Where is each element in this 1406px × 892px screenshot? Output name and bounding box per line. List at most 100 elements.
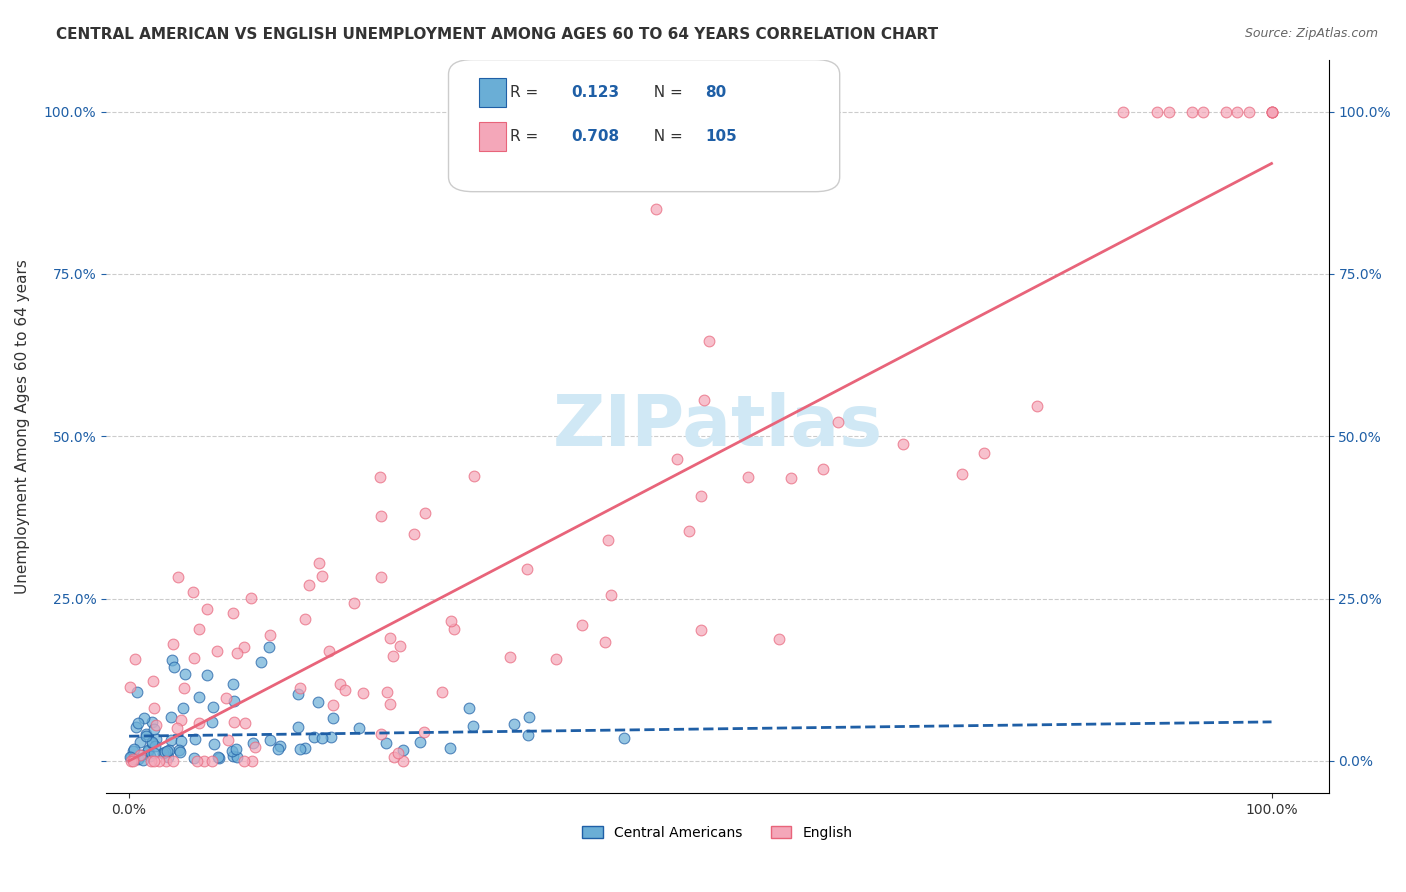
English bbox=[120, 680, 142, 694]
Text: ZIPatlas: ZIPatlas bbox=[553, 392, 883, 461]
Central Americans bbox=[457, 701, 479, 715]
Central Americans bbox=[160, 653, 183, 667]
Central Americans bbox=[135, 729, 157, 743]
English bbox=[243, 739, 266, 754]
Central Americans bbox=[156, 744, 179, 758]
English bbox=[827, 415, 849, 429]
English bbox=[378, 631, 401, 645]
English bbox=[162, 637, 184, 651]
English bbox=[463, 469, 485, 483]
Bar bbox=[479, 122, 506, 152]
English bbox=[173, 681, 195, 696]
Central Americans bbox=[122, 744, 145, 758]
English bbox=[689, 490, 711, 504]
English bbox=[233, 715, 256, 730]
English bbox=[142, 673, 165, 688]
English bbox=[600, 588, 623, 602]
Central Americans bbox=[183, 751, 205, 765]
Central Americans bbox=[259, 640, 281, 654]
English bbox=[193, 754, 215, 768]
English bbox=[1146, 104, 1168, 119]
Central Americans bbox=[195, 668, 218, 682]
English bbox=[142, 701, 165, 715]
Central Americans bbox=[200, 714, 222, 729]
English bbox=[1260, 104, 1282, 119]
Bar bbox=[479, 78, 506, 107]
English bbox=[288, 681, 311, 695]
English bbox=[188, 623, 211, 637]
Central Americans bbox=[302, 731, 325, 745]
Central Americans bbox=[169, 743, 191, 757]
English bbox=[1260, 104, 1282, 119]
Central Americans bbox=[461, 719, 484, 733]
Central Americans bbox=[269, 739, 291, 753]
English bbox=[973, 446, 995, 460]
Central Americans bbox=[287, 720, 309, 734]
English bbox=[155, 754, 177, 768]
English bbox=[343, 595, 366, 609]
English bbox=[222, 606, 245, 620]
English bbox=[413, 725, 436, 739]
Central Americans bbox=[132, 711, 155, 725]
English bbox=[166, 721, 188, 735]
Text: 0.708: 0.708 bbox=[571, 129, 619, 145]
English bbox=[294, 612, 316, 626]
Central Americans bbox=[307, 695, 329, 709]
English bbox=[322, 698, 344, 712]
Central Americans bbox=[138, 743, 160, 757]
Central Americans bbox=[124, 751, 146, 765]
English bbox=[195, 602, 218, 616]
Central Americans bbox=[170, 734, 193, 748]
Central Americans bbox=[121, 750, 143, 764]
English bbox=[215, 691, 238, 706]
English bbox=[217, 732, 239, 747]
English bbox=[402, 527, 425, 541]
Central Americans bbox=[145, 731, 167, 746]
Central Americans bbox=[294, 741, 316, 756]
English bbox=[382, 750, 405, 764]
English bbox=[440, 615, 463, 629]
Central Americans bbox=[225, 742, 247, 756]
Central Americans bbox=[174, 667, 197, 681]
English bbox=[678, 524, 700, 538]
Central Americans bbox=[392, 743, 415, 757]
Central Americans bbox=[155, 745, 177, 759]
Text: N =: N = bbox=[644, 129, 688, 145]
Text: R =: R = bbox=[509, 85, 547, 100]
English bbox=[170, 713, 193, 727]
Central Americans bbox=[613, 731, 636, 746]
English bbox=[1226, 104, 1249, 119]
Central Americans bbox=[287, 687, 309, 701]
Text: R =: R = bbox=[509, 129, 547, 145]
English bbox=[233, 640, 256, 654]
Central Americans bbox=[226, 750, 249, 764]
Central Americans bbox=[503, 716, 526, 731]
Central Americans bbox=[347, 721, 370, 735]
Central Americans bbox=[159, 710, 181, 724]
Central Americans bbox=[129, 748, 152, 763]
English bbox=[593, 635, 616, 649]
English bbox=[124, 651, 146, 665]
Central Americans bbox=[128, 734, 150, 748]
English bbox=[240, 591, 263, 606]
English bbox=[335, 682, 357, 697]
English bbox=[1237, 104, 1260, 119]
English bbox=[1180, 104, 1202, 119]
English bbox=[167, 569, 190, 583]
Text: 80: 80 bbox=[706, 85, 727, 100]
Central Americans bbox=[187, 690, 209, 704]
English bbox=[353, 685, 375, 699]
English bbox=[370, 727, 392, 741]
Central Americans bbox=[157, 743, 180, 757]
Central Americans bbox=[124, 742, 146, 756]
English bbox=[368, 470, 391, 484]
English bbox=[187, 715, 209, 730]
Central Americans bbox=[125, 720, 148, 734]
English bbox=[233, 754, 256, 768]
Central Americans bbox=[143, 722, 166, 736]
English bbox=[571, 618, 593, 632]
Central Americans bbox=[242, 736, 264, 750]
English bbox=[311, 568, 333, 582]
Central Americans bbox=[118, 749, 141, 764]
Central Americans bbox=[132, 753, 155, 767]
